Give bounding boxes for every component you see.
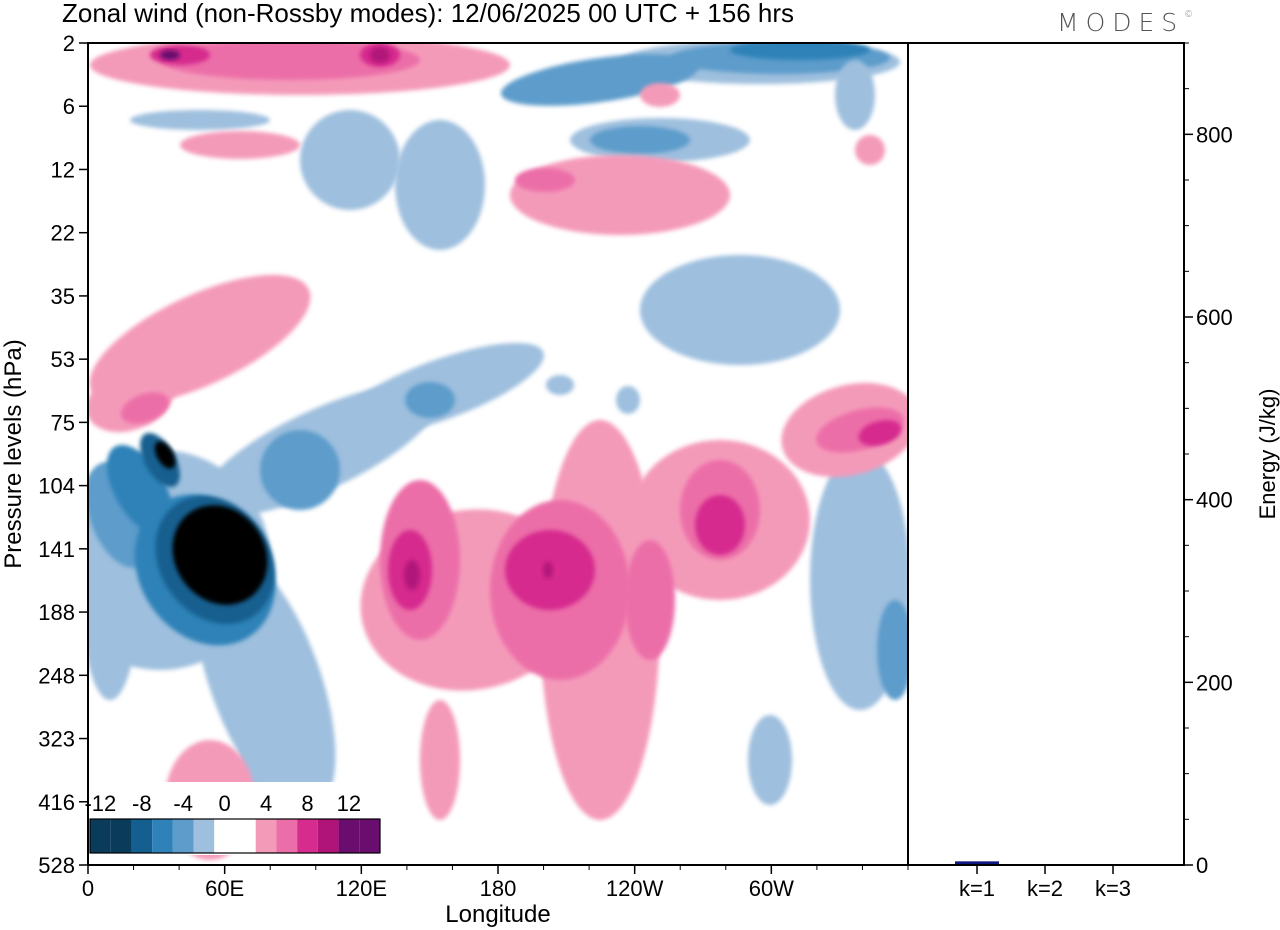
energy-category-label: k=1 xyxy=(959,876,995,901)
contour-blob-7 xyxy=(640,255,840,365)
colorbar-label: -12 xyxy=(84,791,116,816)
contour-blob-13 xyxy=(130,110,270,130)
colorbar-swatch xyxy=(297,819,318,853)
colorbar: -12 -8 -4 0 4 8 12 xyxy=(84,782,382,855)
contour-blob-9 xyxy=(748,715,792,805)
colorbar-swatch xyxy=(90,819,111,853)
contour-blob-56 xyxy=(160,50,180,60)
colorbar-label: 12 xyxy=(337,791,361,816)
energy-bar-panel: 0 200 400 600 800 k=1 k=2 k=3 xyxy=(955,42,1233,901)
contour-blob-59 xyxy=(835,60,875,130)
contour-blob-16 xyxy=(590,126,690,154)
contour-blob-26 xyxy=(172,505,268,605)
colorbar-swatch xyxy=(338,819,360,853)
y-tick-label: 75 xyxy=(51,410,75,435)
energy-tick-label: 800 xyxy=(1196,122,1233,147)
contour-blob-5 xyxy=(300,110,400,210)
x-tick-label: 60E xyxy=(205,876,244,901)
contour-blob-14 xyxy=(500,54,700,106)
contour-blob-58 xyxy=(616,386,640,414)
contour-blob-19 xyxy=(877,600,908,700)
colorbar-swatch xyxy=(193,819,215,853)
logo-text: MODES xyxy=(1057,8,1185,37)
y-tick-label: 528 xyxy=(38,853,75,878)
colorbar-label: 4 xyxy=(260,791,272,816)
contour-field xyxy=(88,43,908,860)
y-tick-label: 22 xyxy=(51,221,75,246)
energy-tick-label: 400 xyxy=(1196,488,1233,513)
colorbar-frame xyxy=(89,818,381,854)
energy-tick-label: 200 xyxy=(1196,670,1233,695)
x-axis-label: Longitude xyxy=(445,901,550,928)
contour-blob-30 xyxy=(420,700,460,820)
energy-category-label: k=2 xyxy=(1027,876,1063,901)
colorbar-label: 0 xyxy=(219,791,231,816)
y-tick-label: 104 xyxy=(38,474,75,499)
x-tick-label: 180 xyxy=(480,876,517,901)
y-tick-label: 6 xyxy=(63,94,75,119)
y-tick-label: 188 xyxy=(38,600,75,625)
contour-blob-23 xyxy=(730,43,870,60)
colorbar-swatch xyxy=(214,819,235,853)
contour-blob-17 xyxy=(260,430,340,510)
contour-blob-45 xyxy=(515,168,575,192)
x-tick-label: 60W xyxy=(749,876,794,901)
contour-blob-35 xyxy=(510,155,730,235)
contour-blob-57 xyxy=(546,375,574,395)
colorbar-swatch xyxy=(317,819,339,853)
chart-title: Zonal wind (non-Rossby modes): 12/06/202… xyxy=(62,0,794,28)
contour-blob-6 xyxy=(395,120,485,250)
colorbar-swatch xyxy=(276,819,298,853)
y-axis: 2 6 12 22 35 53 75 104 141 188 248 323 416 528 xyxy=(38,31,88,878)
energy-tick-label: 0 xyxy=(1196,853,1208,878)
y-axis-label: Pressure levels (hPa) xyxy=(0,339,27,568)
colorbar-label: -8 xyxy=(132,791,152,816)
x-tick-label: 0 xyxy=(82,876,94,901)
x-tick-label: 120W xyxy=(606,876,664,901)
colorbar-swatch xyxy=(172,819,194,853)
bar-panel-frame xyxy=(907,42,1185,866)
colorbar-label: -4 xyxy=(173,791,193,816)
energy-axis-label: Energy (J/kg) xyxy=(1255,389,1280,520)
contour-blob-22 xyxy=(106,444,174,536)
contour-blob-36 xyxy=(180,131,300,159)
contour-blob-54 xyxy=(543,562,553,578)
contour-blob-53 xyxy=(404,560,420,590)
modes-logo: MODES© xyxy=(1057,8,1193,37)
contour-blob-50 xyxy=(858,420,902,446)
y-tick-label: 2 xyxy=(63,31,75,56)
contour-blob-60 xyxy=(855,135,885,165)
contour-blob-55 xyxy=(370,47,390,63)
contour-blob-46 xyxy=(121,392,169,424)
contour-blob-27 xyxy=(154,441,176,469)
colorbar-swatch xyxy=(152,819,173,853)
energy-category-label: k=3 xyxy=(1095,876,1131,901)
colorbar-label: 8 xyxy=(301,791,313,816)
x-tick-label: 120E xyxy=(336,876,387,901)
colorbar-swatch xyxy=(110,819,132,853)
contour-blob-49 xyxy=(695,495,745,555)
y-tick-label: 416 xyxy=(38,790,75,815)
energy-bar-k=1 xyxy=(955,861,999,865)
colorbar-swatch xyxy=(359,819,380,853)
y-tick-label: 248 xyxy=(38,663,75,688)
colorbar-swatch xyxy=(235,819,256,853)
contour-blob-41 xyxy=(625,540,675,660)
y-tick-label: 35 xyxy=(51,284,75,309)
colorbar-swatch xyxy=(255,819,277,853)
y-tick-label: 12 xyxy=(51,157,75,182)
y-tick-label: 141 xyxy=(38,537,75,562)
colorbar-swatch xyxy=(131,819,153,853)
x-axis: 0 60E 120E 180 120W 60W xyxy=(82,865,909,901)
contour-blob-44 xyxy=(160,43,420,80)
contour-blob-18 xyxy=(405,382,455,418)
contour-blob-61 xyxy=(640,83,680,107)
y-tick-label: 53 xyxy=(51,347,75,372)
energy-tick-label: 600 xyxy=(1196,305,1233,330)
y-tick-label: 323 xyxy=(38,727,75,752)
logo-mark: © xyxy=(1184,10,1194,20)
